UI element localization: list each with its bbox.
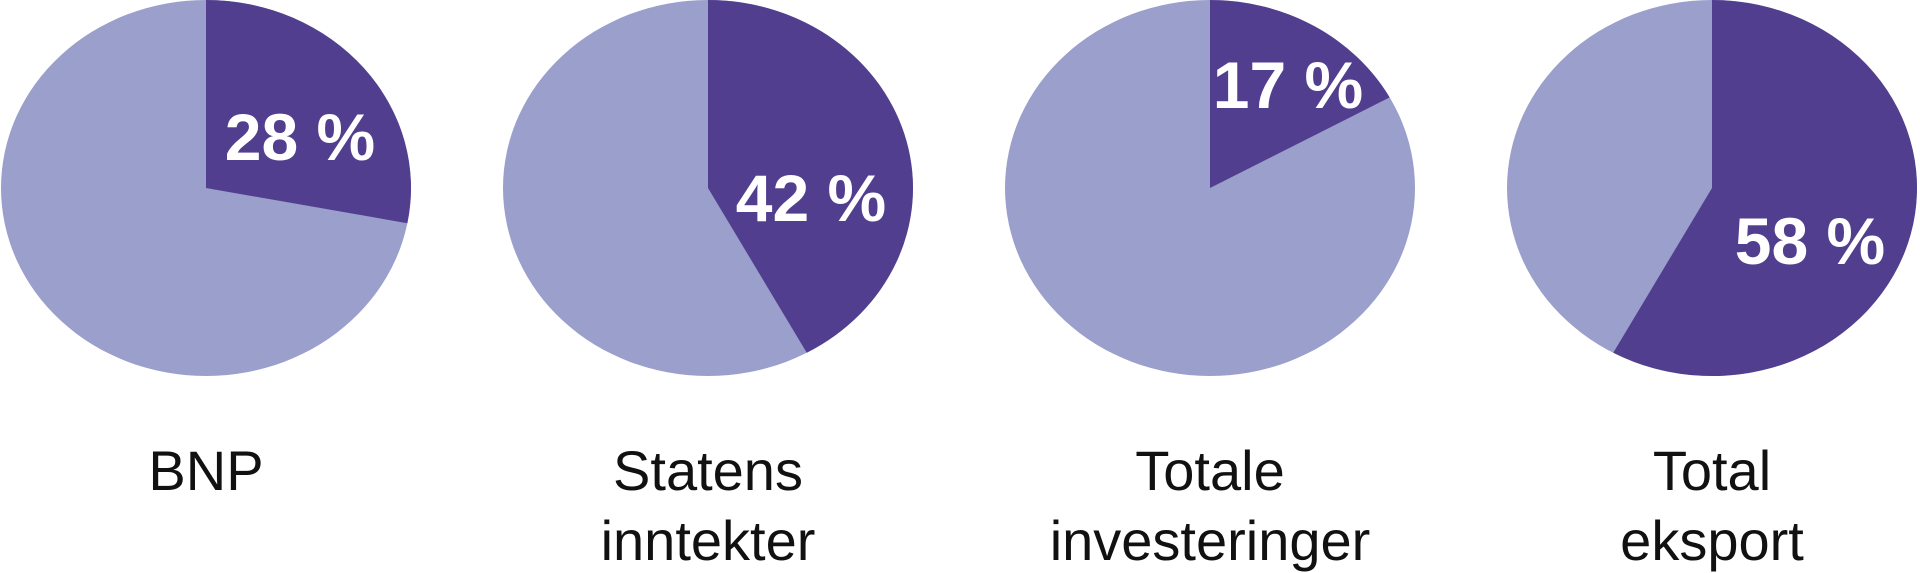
pie-chart: 42 % Statens inntekter: [503, 0, 913, 572]
data-label: 58 %: [1735, 204, 1885, 278]
category-label: Totale: [1135, 439, 1284, 502]
pie-slice-value: [708, 0, 913, 353]
category-label: Statens: [613, 439, 803, 502]
pie-chart: 28 % BNP: [1, 0, 411, 502]
pie-slice-value: [1613, 0, 1917, 376]
data-label: 17 %: [1213, 48, 1363, 122]
category-label: BNP: [148, 439, 263, 502]
data-label: 42 %: [736, 161, 886, 235]
pie-slice-value: [206, 0, 411, 224]
category-label: Total: [1653, 439, 1771, 502]
category-label: eksport: [1620, 509, 1804, 572]
category-label: inntekter: [601, 509, 816, 572]
pie-chart: 58 % Total eksport: [1507, 0, 1917, 572]
data-label: 28 %: [225, 100, 375, 174]
pie-slice-value: [1210, 0, 1390, 188]
pie-chart: 17 % Totale investeringer: [1005, 0, 1415, 572]
category-label: investeringer: [1050, 509, 1371, 572]
